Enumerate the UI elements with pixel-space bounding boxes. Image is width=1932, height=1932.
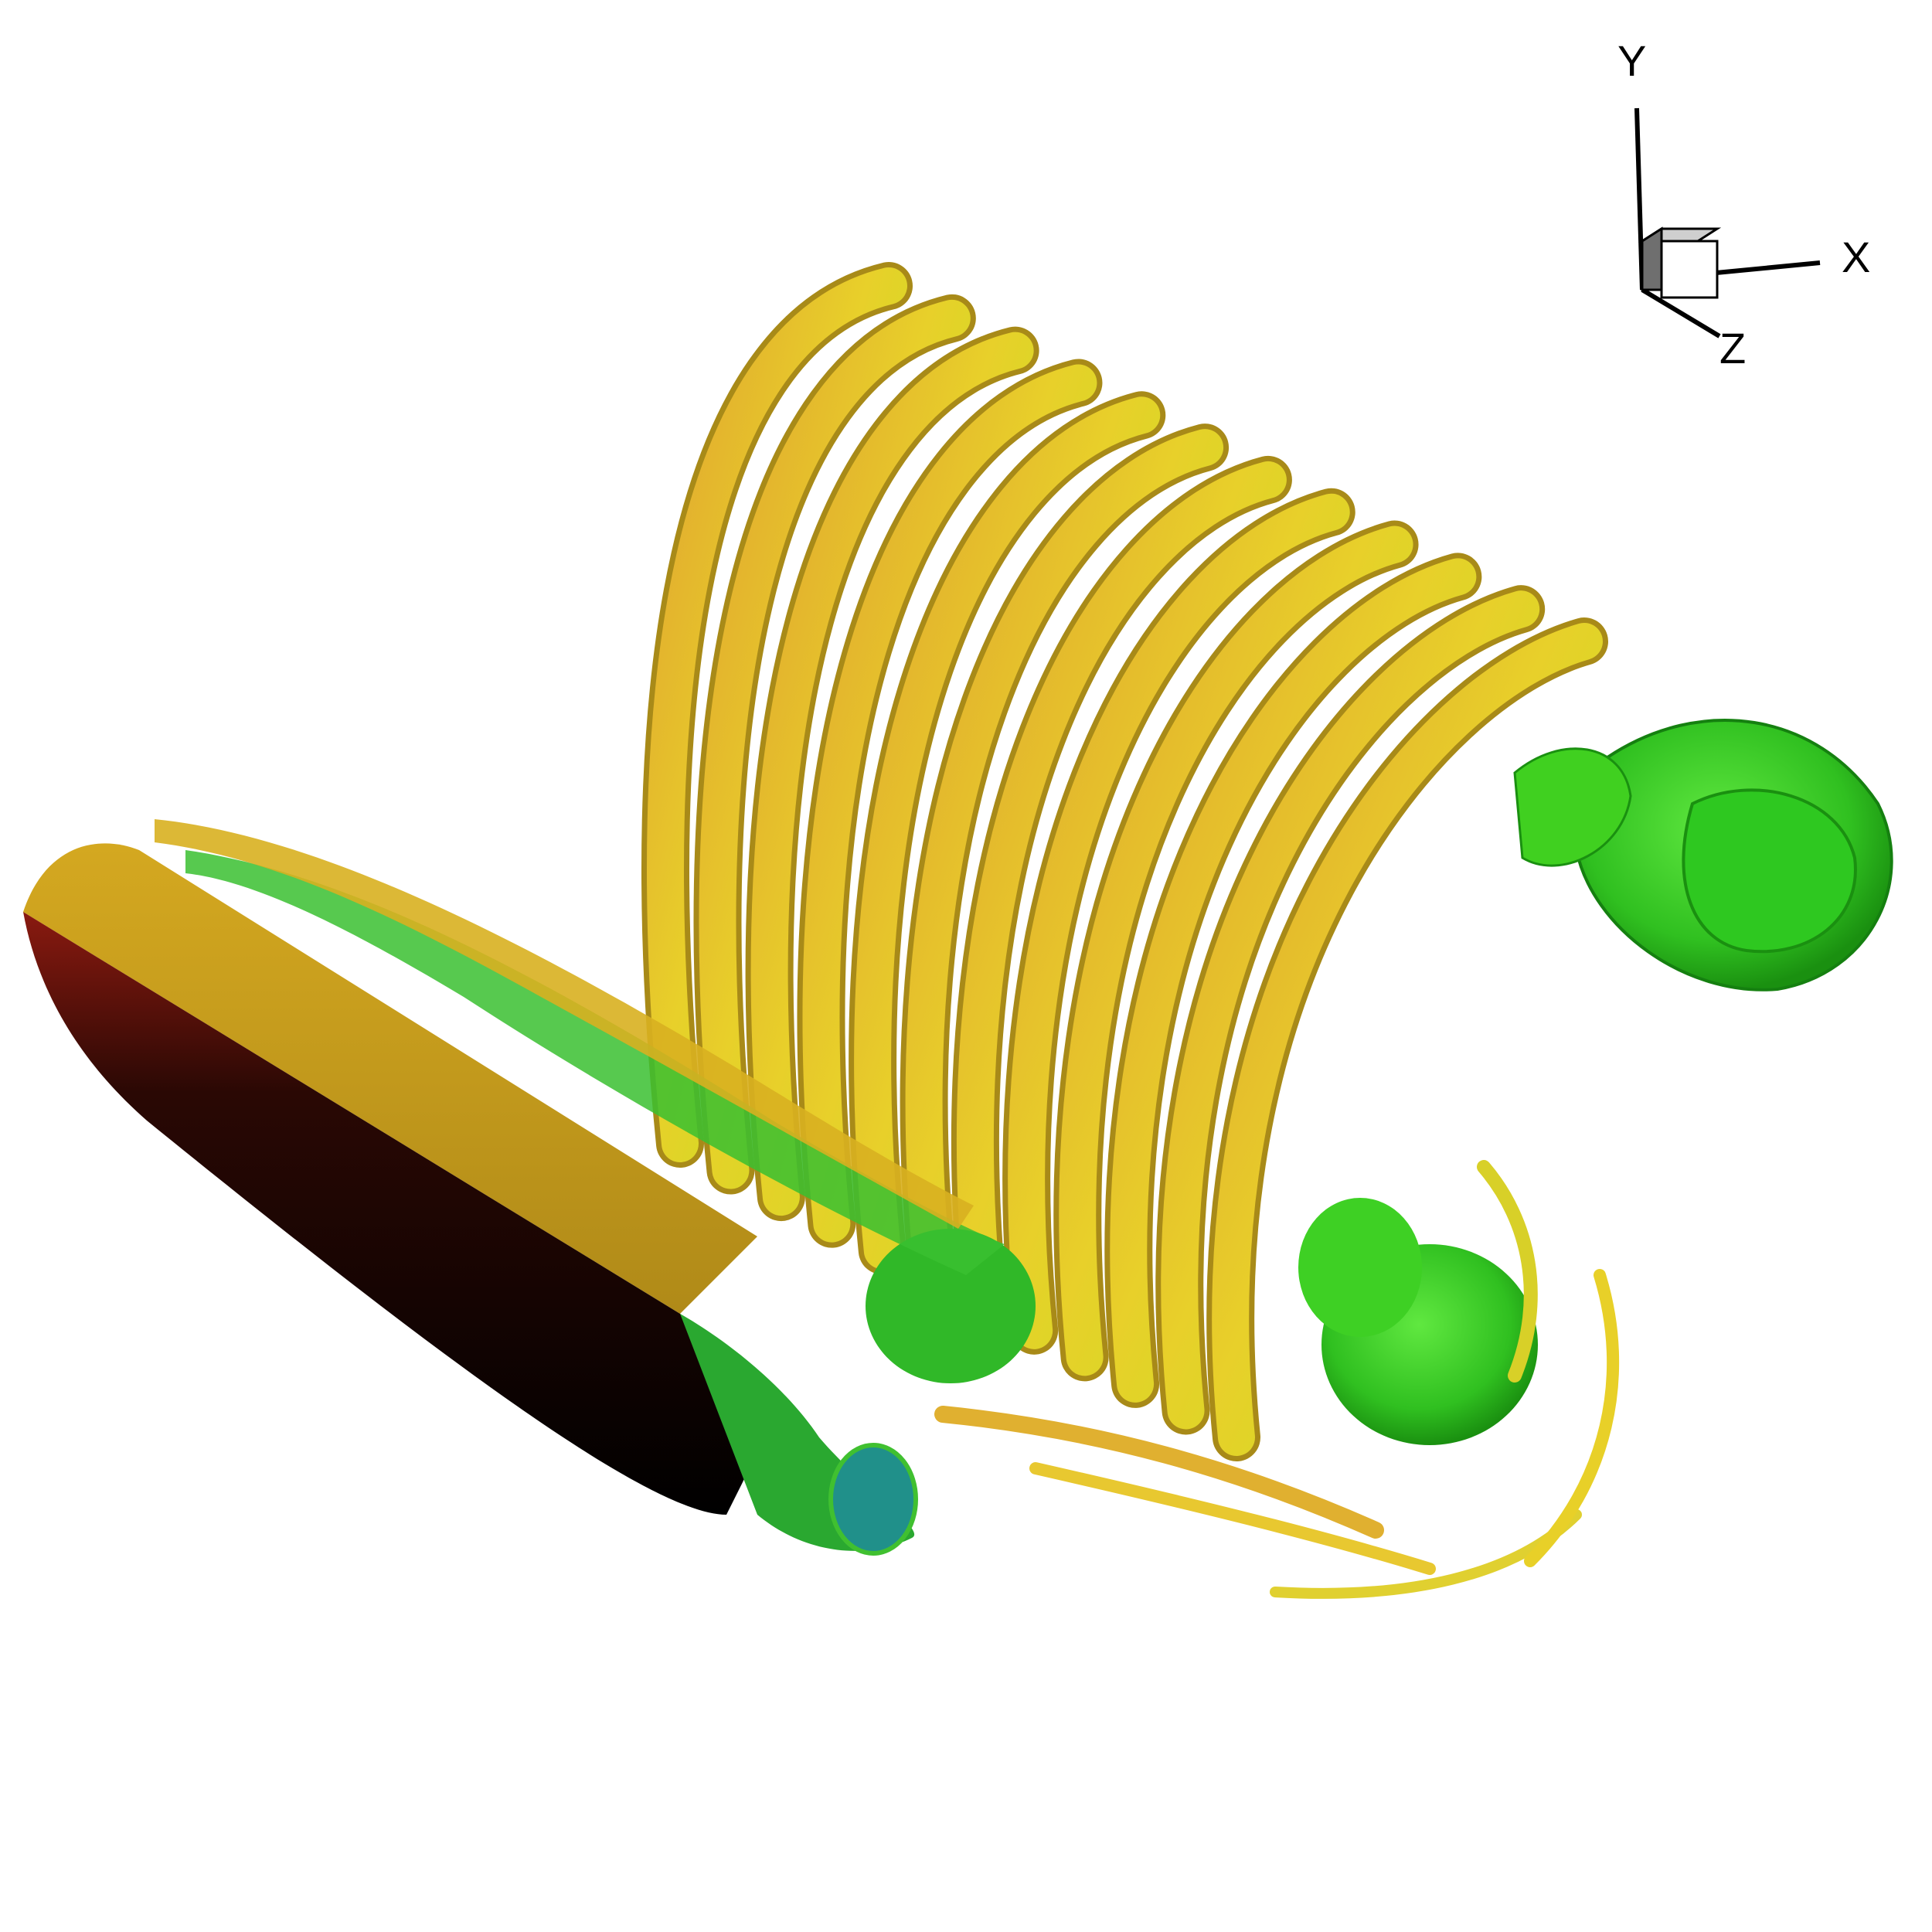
wake-ribbons	[934, 1160, 1620, 1599]
z-axis-label: Z	[1719, 324, 1746, 372]
vortex-tube	[854, 396, 1161, 1270]
vortex-tube	[647, 267, 907, 1162]
x-axis-label: X	[1842, 233, 1870, 281]
airfoil-body	[23, 819, 1005, 1556]
axis-triad: Y X Z	[1617, 36, 1870, 372]
vortex-tube	[1059, 526, 1413, 1376]
vortex-tube	[699, 299, 971, 1189]
vortex-tube	[905, 429, 1224, 1296]
vortex-tube	[750, 332, 1034, 1216]
vortex-tube	[802, 364, 1097, 1243]
vortex-tube	[1212, 623, 1603, 1456]
vortex-tube	[1161, 590, 1540, 1430]
vortex-tube	[1110, 558, 1477, 1403]
wake-green-blobs	[866, 1198, 1538, 1445]
x-axis-line	[1699, 260, 1821, 277]
vortex-tube-group	[641, 262, 1608, 1461]
y-axis-label: Y	[1617, 36, 1646, 85]
orientation-cube-icon	[1638, 226, 1722, 299]
vortex-tube	[1008, 493, 1350, 1349]
vortex-tube	[957, 461, 1287, 1323]
downstream-vortex-core	[1513, 719, 1893, 992]
z-axis-line	[1641, 287, 1721, 338]
